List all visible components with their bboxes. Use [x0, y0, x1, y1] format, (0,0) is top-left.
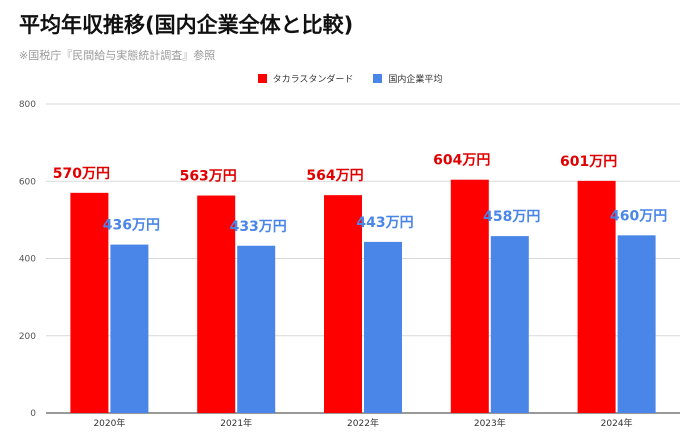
x-tick-label: 2024年 [601, 417, 633, 429]
x-tick-label: 2020年 [93, 417, 125, 429]
legend-swatch-series-2 [373, 74, 383, 83]
y-tick-label: 200 [19, 332, 36, 342]
bar-series-2 [364, 241, 402, 413]
bar-series-1 [450, 179, 489, 413]
data-label-series-1: 601万円 [560, 154, 617, 170]
data-label-series-1: 570万円 [53, 166, 110, 182]
legend-swatch-series-1 [257, 74, 267, 83]
y-tick-label: 800 [19, 100, 36, 110]
legend-label-series-2: 国内企業平均 [388, 75, 443, 85]
x-tick-label: 2023年 [474, 417, 506, 429]
y-tick-label: 600 [19, 177, 36, 187]
chart-subtitle: ※国税庁『民間給与実態統計調査』参照 [19, 49, 216, 62]
bar-series-1 [70, 192, 109, 413]
x-tick-label: 2022年 [347, 417, 379, 429]
legend-label-series-1: タカラスタンダード [272, 75, 354, 85]
data-label-series-2: 458万円 [483, 209, 540, 225]
data-label-series-2: 433万円 [230, 219, 287, 235]
data-label-series-2: 460万円 [610, 208, 667, 224]
legend-item-series-1: タカラスタンダード [257, 72, 354, 85]
y-tick-label: 400 [19, 255, 36, 265]
legend-item-series-2: 国内企業平均 [373, 72, 442, 85]
bar-series-1 [324, 195, 362, 413]
bar-series-2 [110, 244, 149, 413]
data-label-series-1: 604万円 [433, 153, 490, 169]
data-label-series-2: 436万円 [103, 218, 160, 234]
y-tick-label: 0 [30, 409, 36, 419]
data-label-series-2: 443万円 [356, 215, 413, 231]
bar-series-2 [617, 235, 656, 413]
chart-title: 平均年収推移(国内企業全体と比較) [19, 13, 354, 37]
bar-series-2 [490, 236, 529, 413]
bar-series-2 [237, 245, 276, 413]
data-label-series-1: 563万円 [180, 169, 237, 185]
data-label-series-1: 564万円 [306, 168, 363, 184]
x-tick-label: 2021年 [220, 417, 252, 429]
bar-series-1 [577, 180, 616, 413]
bar-series-1 [197, 195, 236, 413]
legend: タカラスタンダード 国内企業平均 [0, 72, 700, 85]
